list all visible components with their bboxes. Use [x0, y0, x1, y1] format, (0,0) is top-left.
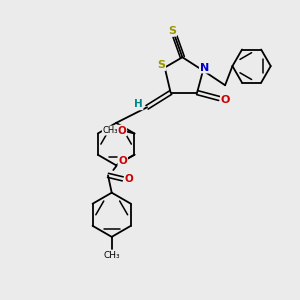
Text: CH₃: CH₃ [103, 251, 120, 260]
Text: O: O [118, 157, 127, 166]
Text: N: N [200, 63, 209, 73]
Text: O: O [118, 126, 126, 136]
Text: H: H [134, 99, 142, 110]
Text: O: O [221, 95, 230, 105]
Text: CH₃: CH₃ [102, 126, 118, 135]
Text: O: O [125, 174, 134, 184]
Text: S: S [168, 26, 176, 36]
Text: S: S [157, 60, 165, 70]
